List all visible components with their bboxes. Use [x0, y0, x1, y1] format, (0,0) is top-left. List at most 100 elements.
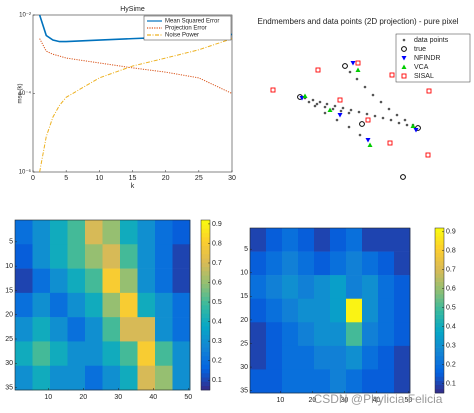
heatmap-cell	[137, 292, 156, 318]
colorbar-tick-label: 0.6	[446, 286, 456, 293]
colorbar-segment	[201, 356, 210, 361]
y-tick-label: 5	[244, 246, 248, 253]
heatmap-cell	[266, 251, 283, 276]
heatmap-cell	[67, 220, 86, 245]
colorbar-segment	[201, 339, 210, 344]
chart-title: HySime	[120, 6, 145, 13]
x-tick-label: 30	[341, 397, 349, 404]
colorbar-segment	[201, 343, 210, 348]
heatmap-cell	[266, 322, 283, 347]
data-point	[381, 116, 385, 120]
data-point	[311, 98, 315, 102]
heatmap-cell	[346, 275, 363, 300]
colorbar-segment	[435, 343, 444, 348]
data-point	[402, 38, 406, 42]
colorbar-segment	[435, 372, 444, 377]
heatmap-cell	[314, 228, 331, 252]
heatmap-cell	[172, 365, 191, 391]
data-point	[379, 100, 383, 104]
y-tick-label: 10	[5, 263, 13, 270]
heatmap-cell	[250, 369, 267, 394]
heatmap-cell	[67, 244, 86, 269]
heatmap-cell	[67, 341, 86, 367]
colorbar-segment	[201, 313, 210, 319]
colorbar-segment	[435, 331, 444, 336]
colorbar-segment	[435, 240, 444, 245]
heatmap-cell	[15, 341, 33, 367]
heatmap-cell	[266, 228, 283, 252]
heatmap-cell	[250, 345, 267, 370]
heatmap-cell	[15, 317, 33, 342]
heatmap-cell	[378, 369, 395, 394]
data-point	[403, 118, 407, 122]
legend-label: Noise Power	[165, 33, 199, 39]
heatmap-cell	[314, 251, 331, 276]
x-axis-label: k	[131, 183, 135, 190]
heatmap-cell	[32, 341, 51, 367]
colorbar-segment	[435, 314, 444, 320]
heatmap-cell	[155, 317, 173, 342]
colorbar-segment	[435, 388, 444, 394]
heatmap-cell	[346, 322, 363, 347]
heatmap-cell	[85, 268, 103, 294]
colorbar-segment	[201, 373, 210, 378]
heatmap-cell	[298, 322, 315, 347]
marker-nfindr	[413, 128, 419, 133]
data-point	[333, 104, 337, 108]
heatmap-cell	[362, 298, 379, 323]
colorbar-tick-label: 0.3	[212, 338, 222, 345]
heatmap-cell	[102, 341, 121, 367]
heatmap-cell	[282, 228, 299, 252]
colorbar-segment	[435, 289, 444, 295]
marker-sisal	[270, 87, 276, 93]
heatmap-cell	[378, 322, 395, 347]
x-tick-label: 25	[195, 175, 203, 182]
colorbar-segment	[435, 327, 444, 332]
heatmap-cell	[137, 268, 156, 294]
colorbar-tick-label: 0.2	[446, 361, 456, 368]
line-series	[39, 38, 233, 173]
heatmap-cell	[250, 275, 267, 300]
x-tick-label: 15	[129, 175, 137, 182]
x-tick-label: 50	[405, 397, 413, 404]
heatmap-cell	[15, 268, 33, 294]
colorbar-segment	[201, 220, 210, 225]
colorbar-segment	[201, 300, 210, 306]
y-tick-label: 35	[240, 387, 248, 394]
x-tick-label: 20	[162, 175, 170, 182]
heatmap-cell	[394, 228, 411, 252]
colorbar-segment	[201, 326, 210, 331]
heatmap-cell	[85, 317, 103, 342]
heatmap-cell	[172, 220, 191, 245]
data-point	[318, 100, 322, 104]
colorbar-segment	[435, 236, 444, 241]
data-point	[387, 107, 391, 111]
heatmap-cell	[120, 317, 138, 342]
colorbar-frame	[200, 219, 211, 391]
marker-vca	[367, 142, 373, 147]
data-point	[307, 100, 311, 104]
colorbar-segment	[201, 292, 210, 297]
heatmap-cell	[50, 317, 68, 342]
heatmap-cell	[85, 365, 103, 391]
heatmap-cell	[50, 268, 68, 294]
y-tick-label: 5	[9, 239, 13, 246]
marker-vca	[410, 123, 416, 128]
heatmap-cell	[85, 244, 103, 269]
marker-sisal	[355, 60, 361, 66]
heatmap-cell	[266, 275, 283, 300]
y-tick-label: 30	[240, 364, 248, 371]
plot-frame	[249, 227, 411, 394]
heatmap-cell	[346, 369, 363, 394]
colorbar-segment	[201, 368, 210, 374]
colorbar-segment	[435, 302, 444, 307]
heatmap-cell	[282, 275, 299, 300]
colorbar-tick-label: 0.8	[446, 248, 456, 255]
data-point	[331, 107, 335, 111]
data-point	[313, 104, 317, 108]
heatmap-cell	[172, 317, 191, 342]
heatmap-cell	[137, 220, 156, 245]
colorbar-segment	[435, 261, 444, 266]
heatmap-cell	[50, 341, 68, 367]
marker-sisal	[387, 140, 393, 146]
